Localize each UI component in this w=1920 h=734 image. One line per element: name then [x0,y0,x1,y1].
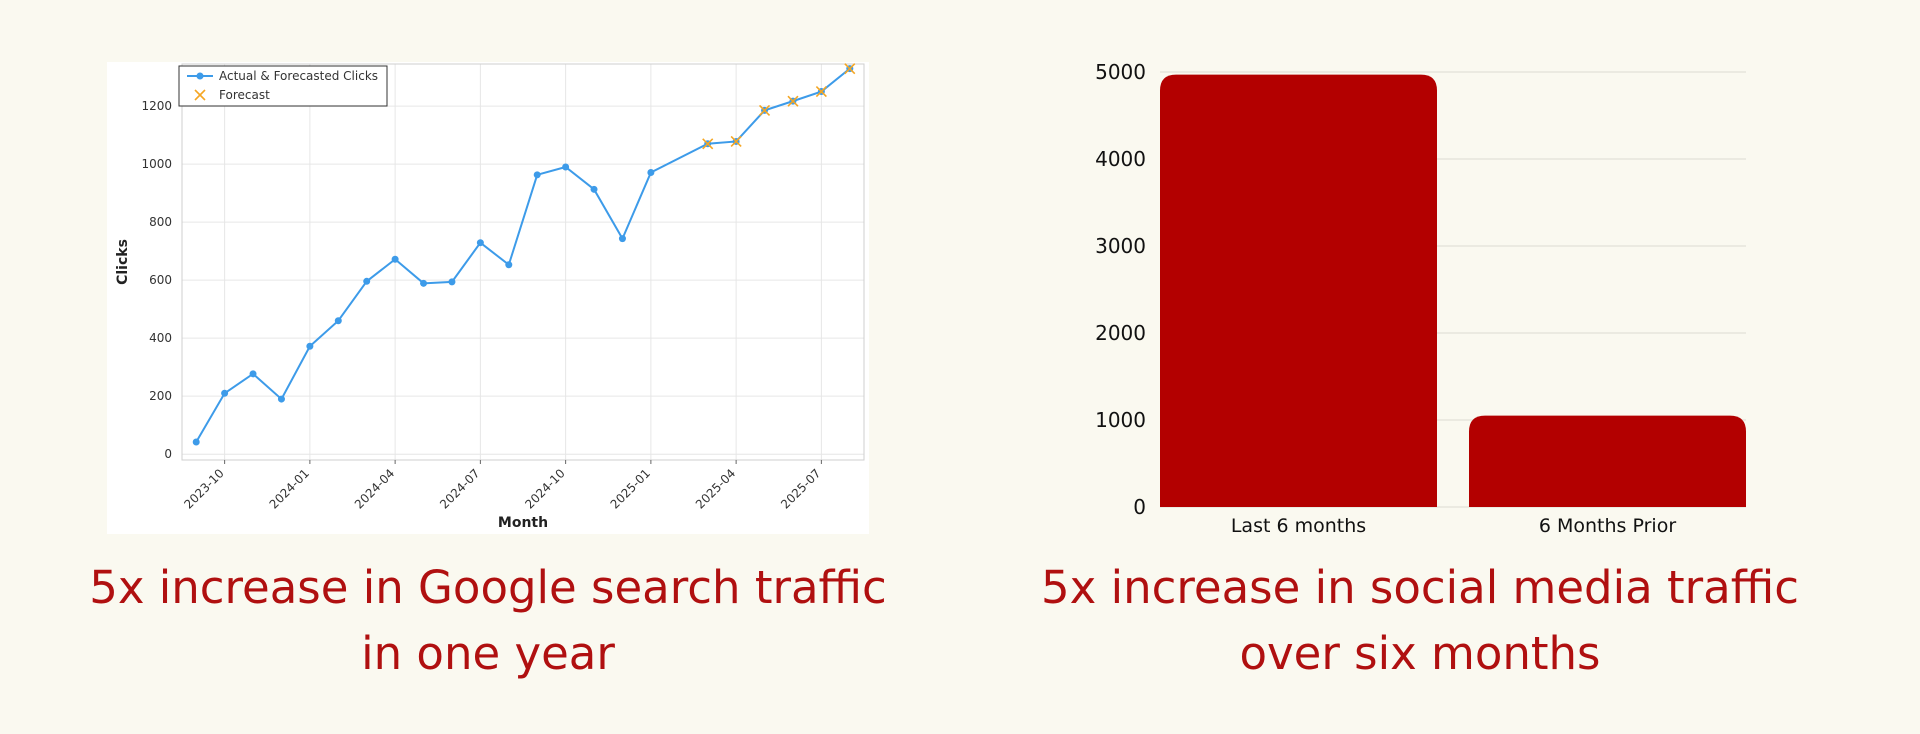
data-point [306,342,314,350]
x-tick-label: 2023-10 [181,466,226,511]
y-tick-label: 0 [164,447,172,461]
y-tick-label: 1000 [1095,408,1146,432]
forecast-marker-stroke [758,104,771,116]
x-axis-label: Month [498,515,548,531]
forecast-marker [730,135,742,148]
data-point [647,169,655,177]
series-line [195,67,851,443]
forecast-marker [844,63,856,75]
data-point [618,235,626,243]
data-point [363,277,371,285]
x-tick-label: 2025-07 [778,466,823,511]
x-tick-label: 2024-07 [437,466,482,511]
category-label: 6 Months Prior [1539,515,1676,537]
data-point [420,279,428,287]
forecast-marker [702,138,714,150]
data-point [448,278,456,286]
forecast-marker [815,85,827,98]
forecast-marker-stroke [844,63,856,75]
bar [1160,74,1437,508]
search-traffic-line-chart: 0 200 400 600 800 1000 1200 2023-10 2024-01 2024-… [107,62,869,534]
data-point [277,395,285,403]
data-point [334,317,342,325]
y-tick-label: 3000 [1095,234,1146,258]
search-traffic-caption: 5x increase in Google search traffic in … [88,555,888,687]
social-traffic-bar-chart: 0 1000 2000 3000 4000 5000 Last 6 months 6 Mont… [1095,60,1746,537]
data-point [192,438,200,446]
data-point [505,261,513,269]
y-axis-label: Clicks [115,239,131,285]
legend: Actual & Forecasted Clicks Forecast [178,65,388,107]
data-point [249,370,257,378]
legend-entry-forecast: Forecast [219,88,270,102]
plot-frame [181,63,865,461]
legend-forecast-swatch [194,89,206,101]
x-tick-label: 2024-01 [267,466,312,511]
forecast-marker [787,95,799,107]
forecast-marker-stroke [730,135,742,148]
social-traffic-caption: 5x increase in social media traffic over… [1040,555,1800,687]
caption-line: 5x increase in Google search traffic [89,561,887,614]
caption-line: 5x increase in social media traffic [1041,561,1799,614]
y-tick-label: 0 [1133,495,1146,519]
y-tick-label: 600 [149,273,172,287]
data-point [533,171,541,179]
data-point [562,163,570,171]
legend-point-swatch [196,72,204,80]
data-point [476,239,484,247]
y-tick-label: 400 [149,331,172,345]
y-tick-label: 5000 [1095,60,1146,84]
y-tick-label: 1200 [141,99,172,113]
caption-line: in one year [361,627,615,680]
category-label: Last 6 months [1231,515,1366,537]
y-tick-label: 1000 [141,157,172,171]
y-tick-label: 200 [149,389,172,403]
x-tick-label: 2025-04 [693,466,738,511]
x-tick-label: 2025-01 [608,466,653,511]
x-tick-label: 2024-04 [352,466,397,511]
y-tick-label: 800 [149,215,172,229]
legend-entry-actual: Actual & Forecasted Clicks [219,69,378,83]
y-tick-label: 2000 [1095,321,1146,345]
forecast-marker-stroke [702,138,714,150]
x-tick-label: 2024-10 [522,466,567,511]
y-tick-label: 4000 [1095,147,1146,171]
caption-line: over six months [1239,627,1601,680]
forecast-marker-stroke [815,85,827,98]
forecast-marker-stroke [787,95,799,107]
legend-frame [178,65,388,107]
data-point [391,255,399,263]
data-point [590,185,598,193]
bar [1469,415,1746,507]
data-point [221,389,229,397]
forecast-marker [758,104,771,116]
